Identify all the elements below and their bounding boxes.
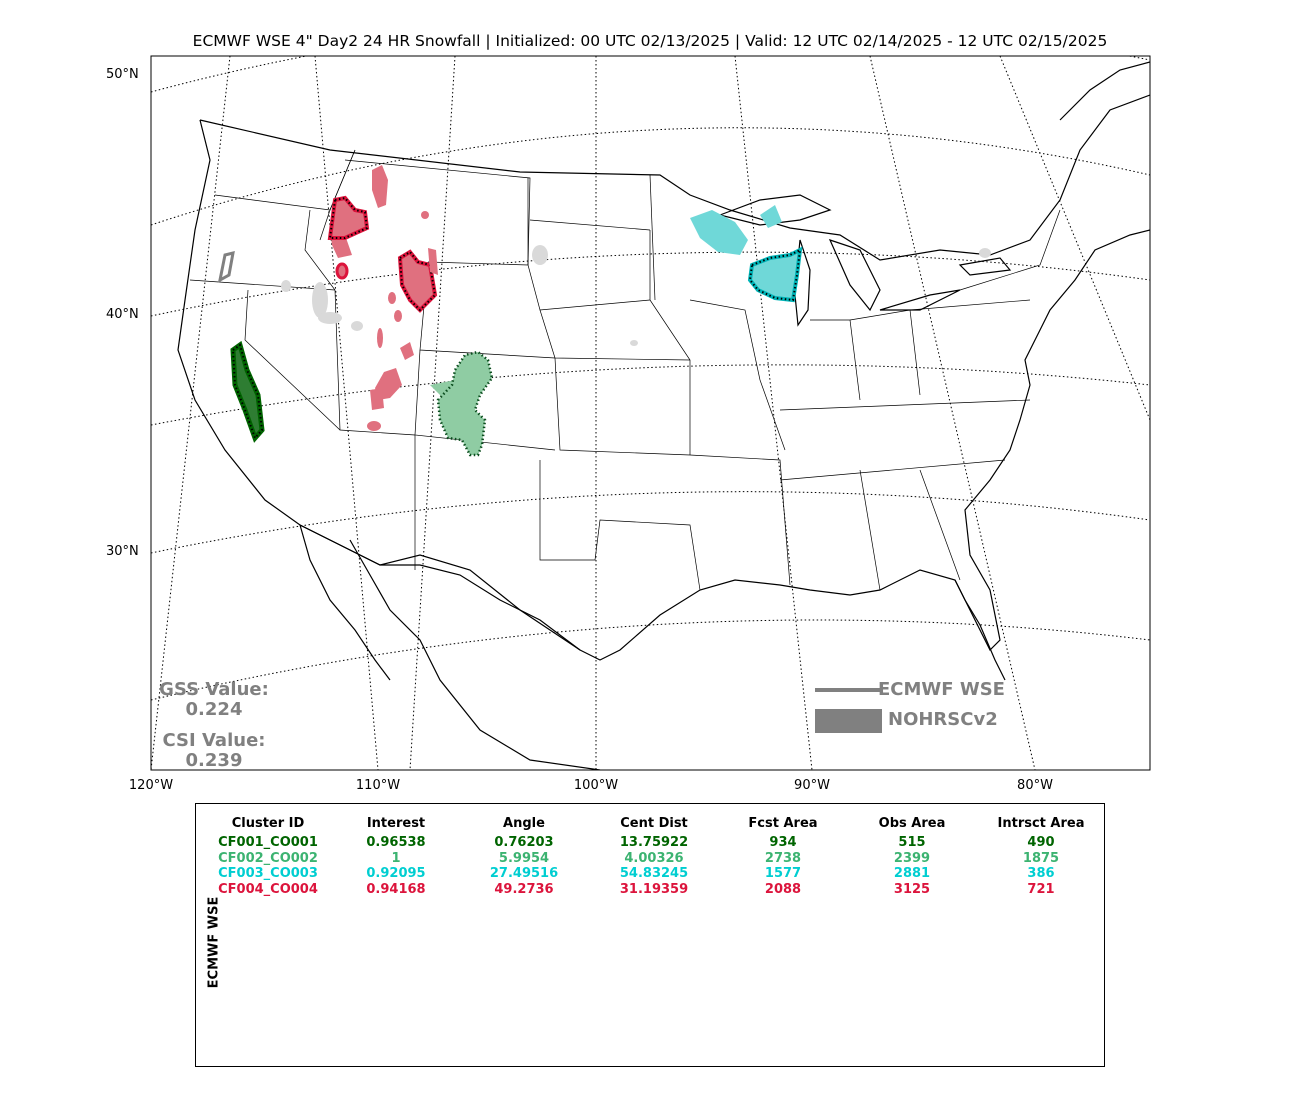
canada-border — [199, 94, 1150, 261]
lon-label-110w: 110°W — [355, 778, 401, 793]
table-cell: 3125 — [893, 881, 931, 897]
meridian-105w — [409, 56, 456, 770]
lon-label-120w: 120°W — [128, 778, 174, 793]
table-header: Obs Area — [878, 816, 946, 831]
lat-label-30n: 30°N — [106, 544, 139, 559]
table-cell: 0.96538 — [366, 835, 426, 850]
parallel-50n — [151, 56, 1150, 93]
map-frame — [150, 55, 1151, 771]
gss-value: 0.224 — [185, 699, 243, 720]
table-cell: 27.49516 — [489, 866, 559, 881]
table-cell: 54.83245 — [619, 866, 689, 881]
table-cell: 0.76203 — [494, 835, 554, 850]
table-cell: 2399 — [893, 850, 931, 866]
mexico-mainland — [349, 539, 601, 770]
lat-label-40n: 40°N — [106, 307, 139, 322]
table-header: Fcst Area — [748, 816, 818, 831]
csi-block: CSI Value: 0.239 — [150, 731, 278, 771]
unmatched-observed-snow — [281, 245, 991, 346]
graticule — [151, 56, 1150, 770]
cluster-cf004 — [327, 165, 438, 431]
mexico-border — [299, 524, 581, 651]
table-cell: 1875 — [1022, 850, 1060, 866]
table-cell: 721 — [1027, 881, 1055, 897]
meridian-85w — [869, 56, 1036, 770]
great-lake-huron — [828, 239, 881, 312]
parallel-30n — [151, 491, 1150, 554]
florida — [954, 579, 1006, 681]
lat-label-50n: 50°N — [106, 67, 139, 82]
parallel-35n — [151, 364, 1150, 426]
table-cell: 0.94168 — [366, 881, 426, 897]
table-cell: 2881 — [893, 866, 931, 881]
legend-forecast-label: ECMWF WSE — [878, 679, 1005, 700]
unmatched-forecast-outline — [217, 250, 235, 283]
meridian-80w — [999, 56, 1150, 421]
cluster-cf003 — [690, 205, 803, 303]
legend-observed-label: NOHRSCv2 — [888, 709, 998, 730]
table-cell: CF001_CO001 — [218, 835, 318, 850]
cluster-table-panel — [195, 803, 1105, 1067]
cluster-cf001 — [230, 340, 265, 443]
table-cell: 4.00326 — [624, 850, 684, 866]
table-cell: 0.92095 — [366, 866, 426, 881]
baja — [299, 524, 391, 681]
table-cell: 2088 — [764, 881, 802, 897]
gss-block: GSS Value: 0.224 — [150, 680, 278, 720]
cluster-cf002 — [430, 350, 494, 457]
table-cell: CF002_CO002 — [218, 850, 318, 866]
state-borders — [189, 149, 1061, 591]
hudson-bay-coast — [1059, 61, 1150, 121]
table-cell: CF004_CO004 — [218, 881, 318, 897]
csi-value: 0.239 — [185, 750, 243, 771]
great-lake-superior — [717, 194, 832, 226]
table-cell: 934 — [769, 835, 797, 850]
parallel-25n — [151, 619, 1150, 701]
snowfall-map — [150, 55, 1151, 771]
table-cell: 515 — [898, 835, 926, 850]
table-cell: 13.75922 — [619, 835, 689, 850]
table-cell: 2738 — [764, 850, 802, 866]
legend-observed-swatch — [815, 709, 882, 733]
table-side-label: ECMWF WSE — [206, 896, 222, 989]
table-cell: CF003_CO003 — [218, 866, 318, 881]
table-header: Intrsct Area — [997, 816, 1085, 831]
table-cell: 31.19359 — [619, 881, 689, 897]
great-lake-ontario — [958, 257, 1012, 276]
table-header: Cluster ID — [231, 816, 305, 831]
meridian-110w — [314, 56, 379, 770]
table-cell: 386 — [1027, 866, 1055, 881]
table-cell: 1 — [391, 850, 401, 866]
us-outline — [177, 119, 1150, 661]
table-header: Cent Dist — [620, 816, 688, 831]
table-cell: 5.9954 — [498, 850, 550, 866]
lon-label-90w: 90°W — [794, 778, 830, 793]
table-cell: 49.2736 — [494, 881, 554, 897]
table-cell: 490 — [1027, 835, 1055, 850]
parallel-45n — [151, 127, 1150, 226]
table-cell: 1577 — [764, 866, 802, 881]
parallel-40n — [151, 251, 1150, 317]
map-title: ECMWF WSE 4" Day2 24 HR Snowfall | Initi… — [192, 32, 1108, 50]
meridian-90w — [734, 56, 813, 770]
table-header: Interest — [366, 816, 426, 831]
gss-label: GSS Value: — [159, 679, 269, 700]
csi-label: CSI Value: — [162, 730, 266, 751]
table-header: Angle — [503, 816, 545, 831]
lon-label-100w: 100°W — [573, 778, 619, 793]
lon-label-80w: 80°W — [1017, 778, 1053, 793]
